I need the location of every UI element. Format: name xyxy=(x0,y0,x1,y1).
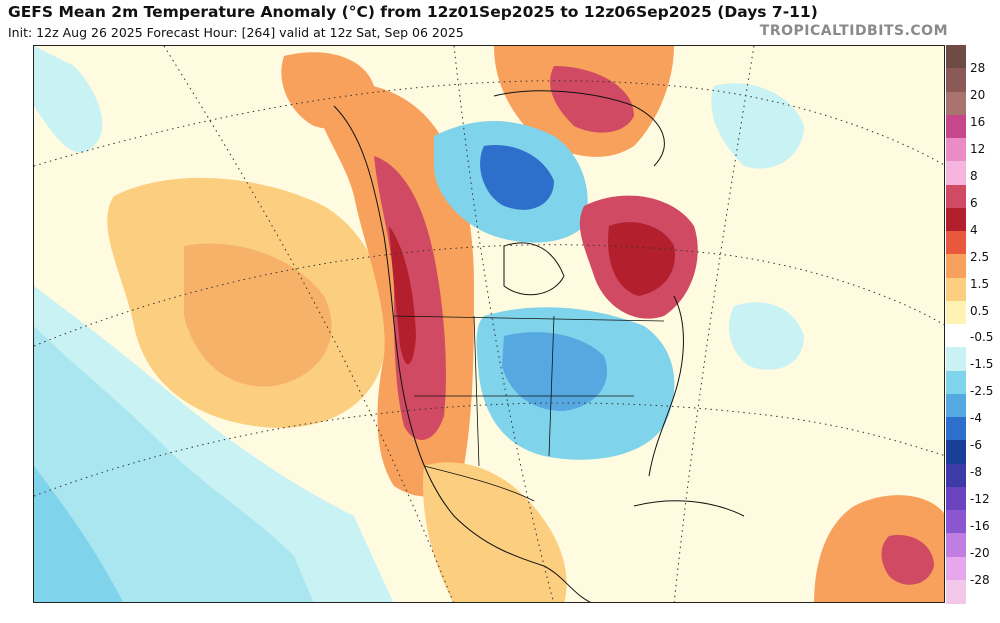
colorbar-label: 6 xyxy=(970,195,978,210)
colorbar-label: 16 xyxy=(970,115,986,130)
colorbar-label: -16 xyxy=(970,518,990,533)
colorbar-label: 1.5 xyxy=(970,276,990,291)
colorbar-swatch xyxy=(946,510,966,534)
colorbar-swatch xyxy=(946,277,966,302)
site-brand: TROPICALTIDBITS.COM xyxy=(759,23,948,39)
pacific-cool-anomaly-inner xyxy=(34,326,314,602)
colorbar-label: 2.5 xyxy=(970,249,990,264)
colorbar-swatch xyxy=(946,324,966,348)
colorbar-label: 12 xyxy=(970,142,986,156)
colorbar-label: -0.5 xyxy=(970,330,994,345)
colorbar-label: 28 xyxy=(970,61,986,76)
political-borders xyxy=(393,315,665,502)
colorbar-label: -1.5 xyxy=(970,357,994,372)
central-us-cool-core xyxy=(502,332,608,411)
colorbar-legend: 28 20 16 12 8 6 4 2.5 1.5 0.5 -0.5 -1.5 -2.5 -4 -6 -8 -1… xyxy=(946,45,993,604)
colorbar-swatch xyxy=(946,440,966,464)
colorbar-swatch xyxy=(946,91,966,116)
north-atlantic-cool-patch xyxy=(711,83,804,169)
colorbar-swatch xyxy=(946,207,966,232)
colorbar-label: -2.5 xyxy=(970,384,994,399)
colorbar-swatch xyxy=(946,231,966,255)
colorbar-label: -4 xyxy=(970,411,982,426)
chart-subtitle: Init: 12z Aug 26 2025 Forecast Hour: [26… xyxy=(8,25,464,40)
pacific-northwest-peak xyxy=(389,226,416,365)
colorbar-swatch xyxy=(946,556,966,581)
colorbar-swatch xyxy=(946,254,966,278)
colorbar-swatch xyxy=(946,161,966,185)
colorbar-swatch xyxy=(946,184,966,209)
colorbar-swatch xyxy=(946,347,966,371)
colorbar-label: 20 xyxy=(970,88,986,103)
colorbar-swatch xyxy=(946,300,966,325)
pacific-cool-core xyxy=(34,466,123,602)
colorbar-swatch xyxy=(946,486,966,511)
colorbar-swatch xyxy=(946,417,966,441)
greenland-warm-core xyxy=(550,66,634,133)
colorbar-label: 4 xyxy=(970,222,978,237)
colorbar-label: -28 xyxy=(970,572,990,587)
colorbar-swatch xyxy=(946,533,966,557)
south-america-warm-core xyxy=(881,535,934,585)
colorbar-swatch xyxy=(946,370,966,395)
colorbar-label: 0.5 xyxy=(970,303,990,318)
colorbar-label: 8 xyxy=(970,168,978,183)
mexico-warm-anomaly xyxy=(423,462,567,602)
colorbar-swatch xyxy=(946,45,966,69)
colorbar-swatch xyxy=(946,393,966,418)
colorbar-label: -12 xyxy=(970,491,990,506)
colorbar-swatch xyxy=(946,68,966,92)
aleutian-cool-patch xyxy=(34,46,103,153)
colorbar-label: -6 xyxy=(970,438,982,453)
colorbar-label: -8 xyxy=(970,465,982,480)
alaska-warm-anomaly xyxy=(281,52,374,129)
anomaly-map-canvas xyxy=(34,46,944,602)
colorbar-swatch xyxy=(946,579,966,604)
colorbar-swatch xyxy=(946,114,966,139)
eastern-canada-warm-core xyxy=(608,222,675,296)
atlantic-cool-patch xyxy=(729,302,804,370)
anomaly-map xyxy=(33,45,945,603)
colorbar-swatch xyxy=(946,463,966,488)
ne-pacific-warm-core xyxy=(184,243,332,387)
chart-title: GEFS Mean 2m Temperature Anomaly (°C) fr… xyxy=(8,3,818,21)
arctic-cold-core xyxy=(480,145,554,210)
graticule xyxy=(34,46,944,602)
colorbar-swatch xyxy=(946,138,966,162)
colorbar-label: -20 xyxy=(970,545,990,560)
